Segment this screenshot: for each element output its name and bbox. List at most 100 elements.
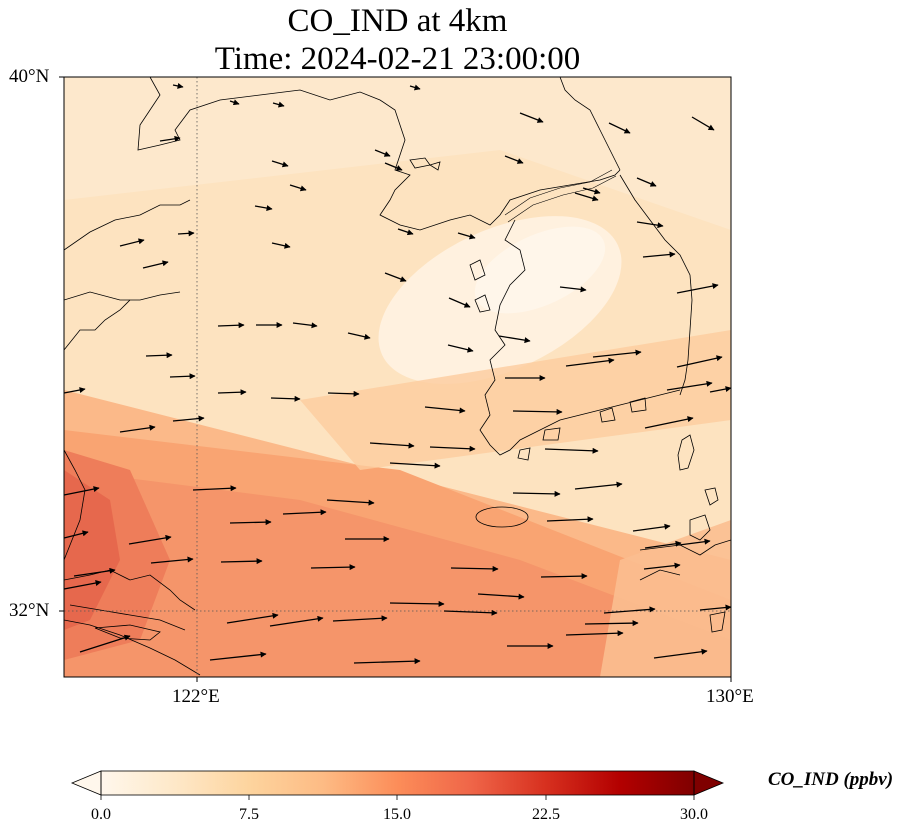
map-frame (63, 76, 732, 678)
wind-arrow (632, 523, 671, 532)
wind-arrow (584, 620, 639, 627)
wind-arrow (271, 160, 289, 168)
wind-arrow (559, 286, 587, 293)
wind-arrow (676, 355, 723, 368)
lat-tick-40: 40°N (9, 66, 50, 87)
wind-arrow (565, 630, 624, 637)
lon-tick-130: 130°E (706, 686, 754, 707)
wind-arrow (636, 177, 657, 187)
wind-arrow (269, 615, 324, 627)
colorbar-tick-30: 30.0 (680, 806, 708, 823)
wind-arrow (544, 447, 599, 454)
wind-arrow (169, 373, 196, 380)
wind-arrow (592, 349, 642, 358)
wind-arrow (282, 509, 327, 516)
wind-arrow (192, 485, 237, 492)
wind-arrow (229, 99, 240, 106)
wind-arrow (565, 357, 615, 367)
wind-arrow (699, 604, 732, 611)
wind-arrow (119, 424, 156, 433)
wind-arrow (254, 205, 273, 212)
wind-arrow (159, 135, 181, 142)
wind-arrow (292, 322, 318, 329)
colorbar-label: CO_IND (ppbv) (768, 769, 894, 790)
wind-arrow (145, 352, 173, 359)
wind-arrow (271, 242, 291, 249)
wind-arrow (653, 648, 708, 659)
wind-arrow (443, 609, 498, 616)
wind-arrow (332, 615, 388, 622)
wind-arrow (209, 651, 267, 661)
wind-arrow (172, 82, 184, 89)
wind-arrow (582, 187, 601, 195)
wind-arrow (369, 442, 415, 449)
wind-arrow (389, 600, 445, 607)
wind-arrow (603, 606, 656, 614)
wind-arrow (691, 116, 715, 131)
colorbar (70, 770, 725, 800)
wind-arrow (676, 283, 719, 294)
wind-arrow (424, 406, 466, 414)
wind-arrow (666, 380, 713, 391)
colorbar-tick-15: 15.0 (383, 806, 411, 823)
wind-arrow (512, 490, 561, 497)
wind-arrow (519, 112, 544, 123)
colorbar-tick-22.5: 22.5 (532, 806, 560, 823)
wind-arrow (457, 232, 476, 240)
colorbar-tick-0: 0.0 (91, 806, 111, 823)
wind-arrow (477, 593, 525, 600)
wind-arrow (217, 322, 245, 329)
wind-arrow (644, 416, 694, 429)
wind-arrow (353, 658, 421, 665)
wind-arrow (540, 573, 588, 580)
wind-arrow (504, 155, 524, 164)
wind-arrow (644, 540, 682, 549)
wind-arrow (150, 556, 194, 564)
wind-arrow (119, 238, 145, 247)
wind-arrow (574, 481, 623, 490)
wind-arrow (347, 332, 371, 340)
map-title: CO_IND at 4km (287, 3, 508, 39)
wind-arrow (409, 84, 421, 91)
wind-arrow (79, 634, 131, 653)
lat-tick-32: 32°N (9, 600, 50, 621)
wind-arrow (642, 251, 676, 258)
wind-arrow (220, 558, 263, 565)
wind-arrow (217, 389, 247, 396)
wind-arrow (63, 530, 89, 539)
coastlines (64, 77, 731, 676)
wind-arrow (128, 534, 172, 545)
wind-arrow (272, 101, 285, 108)
gridlines (64, 77, 731, 677)
wind-arrow (397, 228, 414, 236)
wind-arrow (73, 567, 116, 577)
wind-arrow (310, 564, 356, 571)
wind-arrow (429, 445, 476, 452)
wind-arrow (574, 192, 599, 202)
map-subtitle-time: Time: 2024-02-21 23:00:00 (214, 41, 581, 77)
wind-arrow (389, 462, 441, 469)
wind-arrow (63, 387, 86, 394)
wind-arrow (498, 335, 531, 344)
wind-arrow (142, 260, 169, 269)
wind-vectors (63, 82, 732, 665)
colorbar-tick-7.5: 7.5 (239, 806, 259, 823)
wind-arrow (326, 499, 375, 506)
wind-arrow (709, 386, 732, 393)
wind-arrow (177, 230, 195, 237)
wind-arrow (289, 184, 307, 192)
wind-arrow (643, 562, 681, 570)
wind-arrow (63, 580, 102, 590)
wind-arrow (172, 415, 205, 422)
wind-arrow (546, 516, 594, 523)
wind-arrow (327, 390, 360, 397)
wind-arrow (374, 149, 391, 157)
wind-arrow (636, 221, 664, 229)
concentration-field (64, 77, 731, 677)
wind-arrow (512, 408, 563, 415)
wind-arrow (270, 395, 301, 402)
wind-arrow (678, 538, 711, 546)
wind-arrow (448, 297, 471, 308)
wind-arrow (447, 344, 474, 353)
